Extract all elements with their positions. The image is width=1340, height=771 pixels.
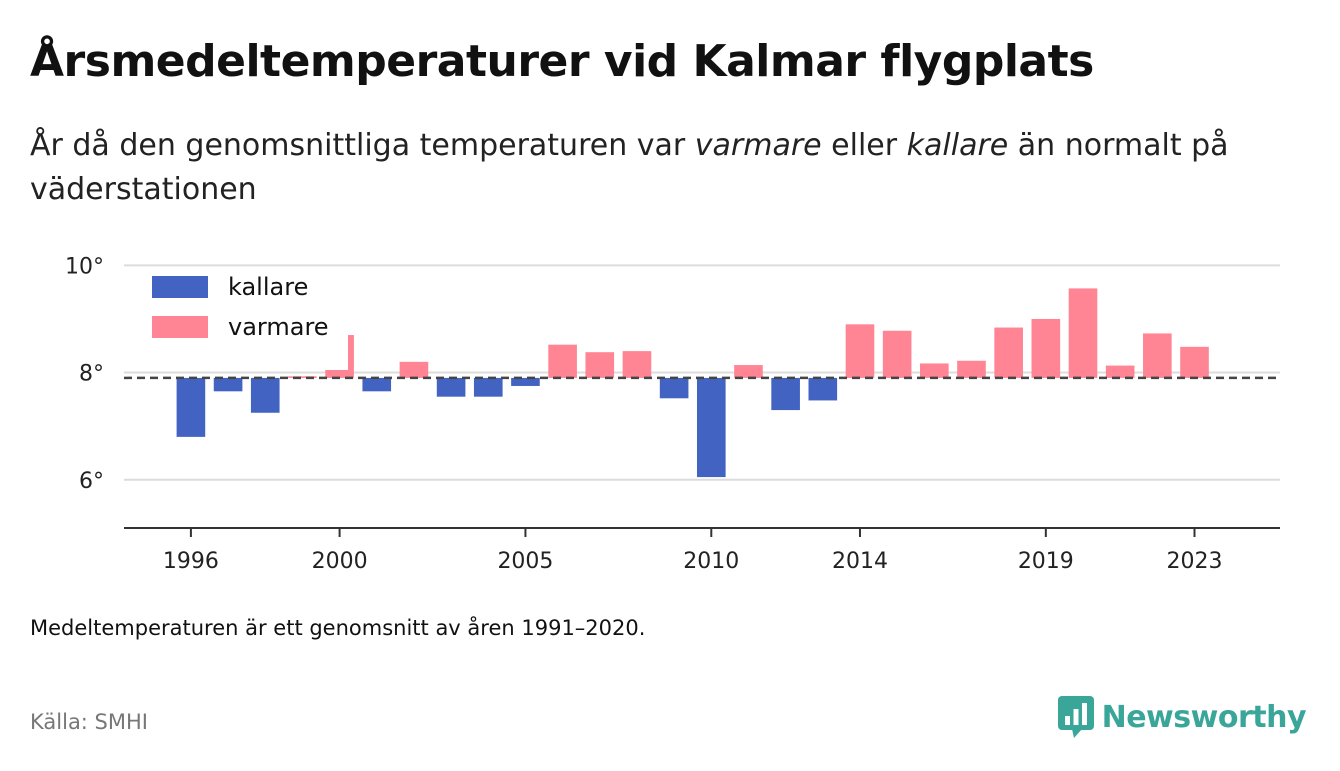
- bar-2012: [771, 377, 800, 411]
- bar-1999: [288, 376, 317, 378]
- x-tick-label: 2000: [312, 549, 368, 574]
- x-tick-label: 2019: [1018, 549, 1074, 574]
- subtitle-text-2: eller: [821, 128, 907, 163]
- x-tick-label: 2005: [497, 549, 553, 574]
- bars: [176, 288, 1209, 478]
- bar-2020: [1068, 288, 1098, 378]
- bar-2006: [548, 344, 577, 378]
- subtitle-text-1: År då den genomsnittliga temperaturen va…: [30, 128, 695, 163]
- source-label: Källa: SMHI: [30, 710, 148, 734]
- bar-1997: [213, 377, 243, 392]
- bar-2016: [920, 363, 949, 378]
- brand-name: Newsworthy: [1101, 699, 1307, 735]
- bar-chart-icon: [1057, 696, 1094, 738]
- footnote: Medeltemperaturen är ett genomsnitt av å…: [30, 616, 646, 640]
- y-tick-label: 8°: [79, 362, 104, 387]
- legend-swatch-kallare: [152, 276, 208, 298]
- x-tick-label: 1996: [163, 549, 219, 574]
- x-tick-label: 2014: [832, 549, 888, 574]
- bar-1996: [176, 377, 206, 437]
- bar-1998: [250, 377, 280, 413]
- bar-2005: [511, 377, 540, 386]
- bar-2017: [957, 360, 986, 378]
- bar-2011: [734, 365, 763, 378]
- newsworthy-logo: Newsworthy: [1057, 696, 1307, 738]
- y-tick-label: 10°: [65, 254, 104, 279]
- y-tick-label: 6°: [79, 469, 104, 494]
- bar-2015: [882, 330, 912, 378]
- bar-2007: [585, 352, 615, 378]
- legend-label-varmare: varmare: [228, 313, 329, 341]
- bar-2021: [1105, 365, 1135, 378]
- bar-2003: [436, 377, 466, 397]
- bar-2004: [473, 377, 503, 397]
- legend-label-kallare: kallare: [228, 273, 308, 301]
- bar-2019: [1031, 318, 1061, 378]
- chart-title: Årsmedeltemperaturer vid Kalmar flygplat…: [30, 36, 1094, 87]
- bar-2001: [362, 377, 392, 392]
- chart-subtitle: År då den genomsnittliga temperaturen va…: [30, 124, 1310, 212]
- bar-2008: [622, 351, 652, 378]
- legend-swatch-varmare: [152, 316, 208, 338]
- subtitle-cold-word: kallare: [906, 128, 1009, 163]
- x-tick-label: 2010: [683, 549, 739, 574]
- bar-2002: [399, 361, 429, 378]
- subtitle-warm-word: varmare: [694, 128, 822, 163]
- bar-2018: [994, 327, 1023, 378]
- bar-2022: [1143, 333, 1172, 378]
- bar-2009: [659, 377, 689, 399]
- subtitle-text-3: än normalt på väderstationen: [30, 128, 1229, 207]
- x-tick-label: 2023: [1167, 549, 1223, 574]
- bar-2014: [845, 324, 875, 378]
- axes: 6° 8° 10° 1996 2000 2005 2010 2014 2019 2023: [65, 254, 1280, 574]
- bar-2013: [808, 377, 838, 401]
- legend: kallare varmare: [140, 272, 348, 370]
- bar-2023: [1180, 346, 1209, 378]
- bar-2010: [696, 377, 726, 478]
- bar-chart: 6° 8° 10° 1996 2000 2005 2010 2014 2019 2023 kall…: [65, 254, 1280, 574]
